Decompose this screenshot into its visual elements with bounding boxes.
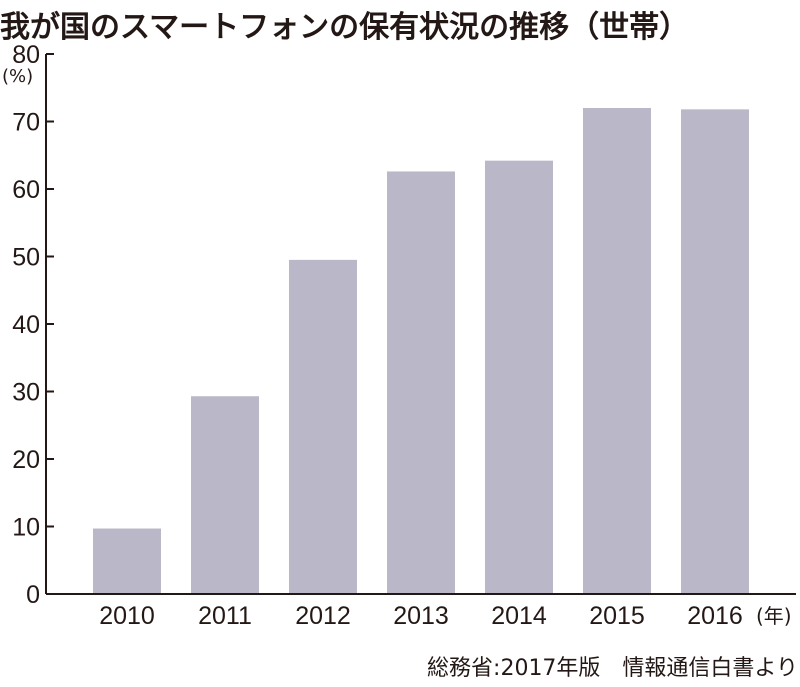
bar-2015 xyxy=(583,108,651,594)
bar-2011 xyxy=(191,396,259,594)
x-tick-label-2012: 2012 xyxy=(295,602,351,630)
y-tick-label-30: 30 xyxy=(12,379,40,407)
x-tick-label-2015: 2015 xyxy=(589,602,645,630)
bar-2016 xyxy=(681,109,749,594)
bar-2013 xyxy=(387,171,455,594)
y-axis-unit: (%) xyxy=(2,66,34,87)
y-tick-label-40: 40 xyxy=(12,311,40,339)
x-tick-label-2016: 2016 xyxy=(687,602,743,630)
y-tick-label-60: 60 xyxy=(12,176,40,204)
x-axis-unit: (年) xyxy=(756,604,792,628)
y-tick-label-10: 10 xyxy=(12,514,40,542)
bar-2012 xyxy=(289,259,357,594)
bar-2010 xyxy=(93,528,161,594)
x-tick-label-2010: 2010 xyxy=(99,602,155,630)
x-tick-label-2014: 2014 xyxy=(491,602,547,630)
y-tick-label-50: 50 xyxy=(12,244,40,272)
x-tick-label-2011: 2011 xyxy=(198,602,252,630)
x-tick-label-2013: 2013 xyxy=(393,602,449,630)
source-note: 総務省:2017年版 情報通信白書より xyxy=(427,656,798,681)
bar-2014 xyxy=(485,160,553,594)
y-tick-label-80: 80 xyxy=(12,41,40,69)
y-tick-label-20: 20 xyxy=(12,446,40,474)
chart-title: 我が国のスマートフォンの保有状況の推移（世帯） xyxy=(0,10,690,45)
y-tick-label-0: 0 xyxy=(26,581,40,609)
y-tick-label-70: 70 xyxy=(12,109,40,137)
